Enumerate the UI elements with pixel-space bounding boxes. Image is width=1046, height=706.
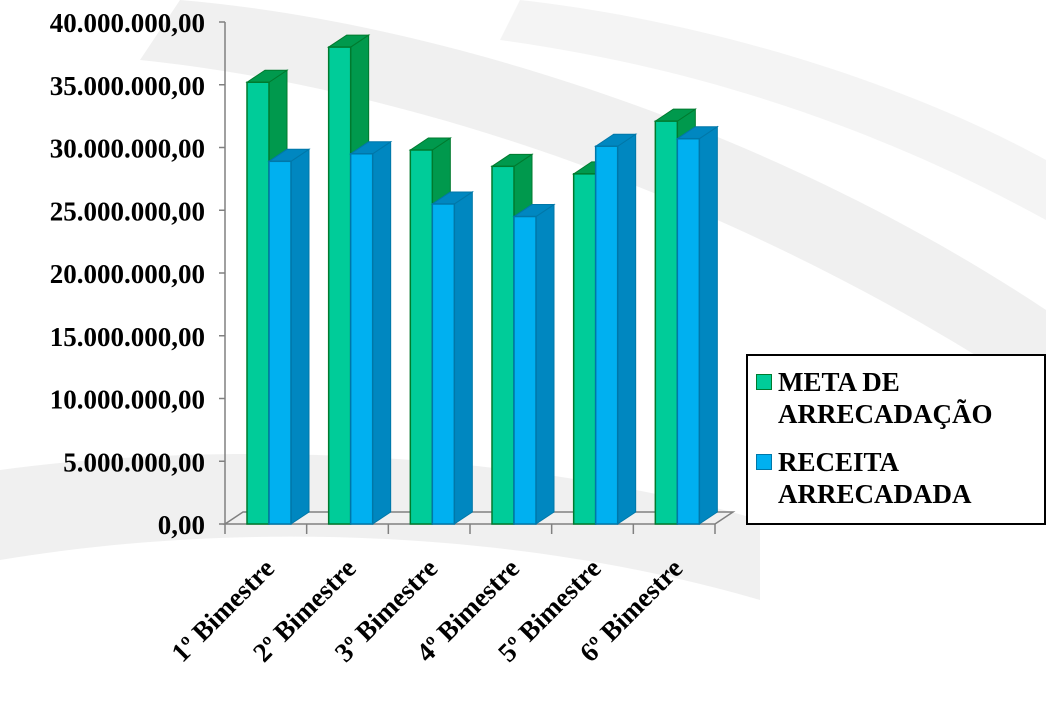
legend-item-meta: META DE ARRECADAÇÃO <box>756 366 1038 430</box>
legend-item-receita: RECEITA ARRECADADA <box>756 446 1038 510</box>
bar-receita <box>267 148 311 525</box>
background-swoosh <box>500 0 1046 220</box>
y-tick-label: 30.000.000,00 <box>50 134 205 164</box>
y-tick-label: 5.000.000,00 <box>63 447 205 477</box>
bar-receita <box>349 140 393 525</box>
legend-swatch-meta <box>756 374 772 390</box>
background-swoosh <box>140 0 1046 400</box>
background-swoosh <box>0 454 760 600</box>
bar-receita <box>430 191 474 525</box>
y-tick-label: 20.000.000,00 <box>50 259 205 289</box>
legend-label-meta: META DE ARRECADAÇÃO <box>778 367 993 429</box>
y-tick-label: 15.000.000,00 <box>50 322 205 352</box>
y-tick-label: 0,00 <box>158 510 205 540</box>
legend-label-receita: RECEITA ARRECADADA <box>778 447 972 509</box>
y-tick-label: 25.000.000,00 <box>50 196 205 226</box>
legend-swatch-receita <box>756 454 772 470</box>
bar-receita <box>594 133 638 525</box>
legend: META DE ARRECADAÇÃO RECEITA ARRECADADA <box>746 354 1046 525</box>
bar-receita <box>512 203 556 525</box>
y-tick-label: 10.000.000,00 <box>50 385 205 415</box>
bar-receita <box>675 125 719 525</box>
y-tick-label: 35.000.000,00 <box>50 71 205 101</box>
y-tick-label: 40.000.000,00 <box>50 8 205 38</box>
